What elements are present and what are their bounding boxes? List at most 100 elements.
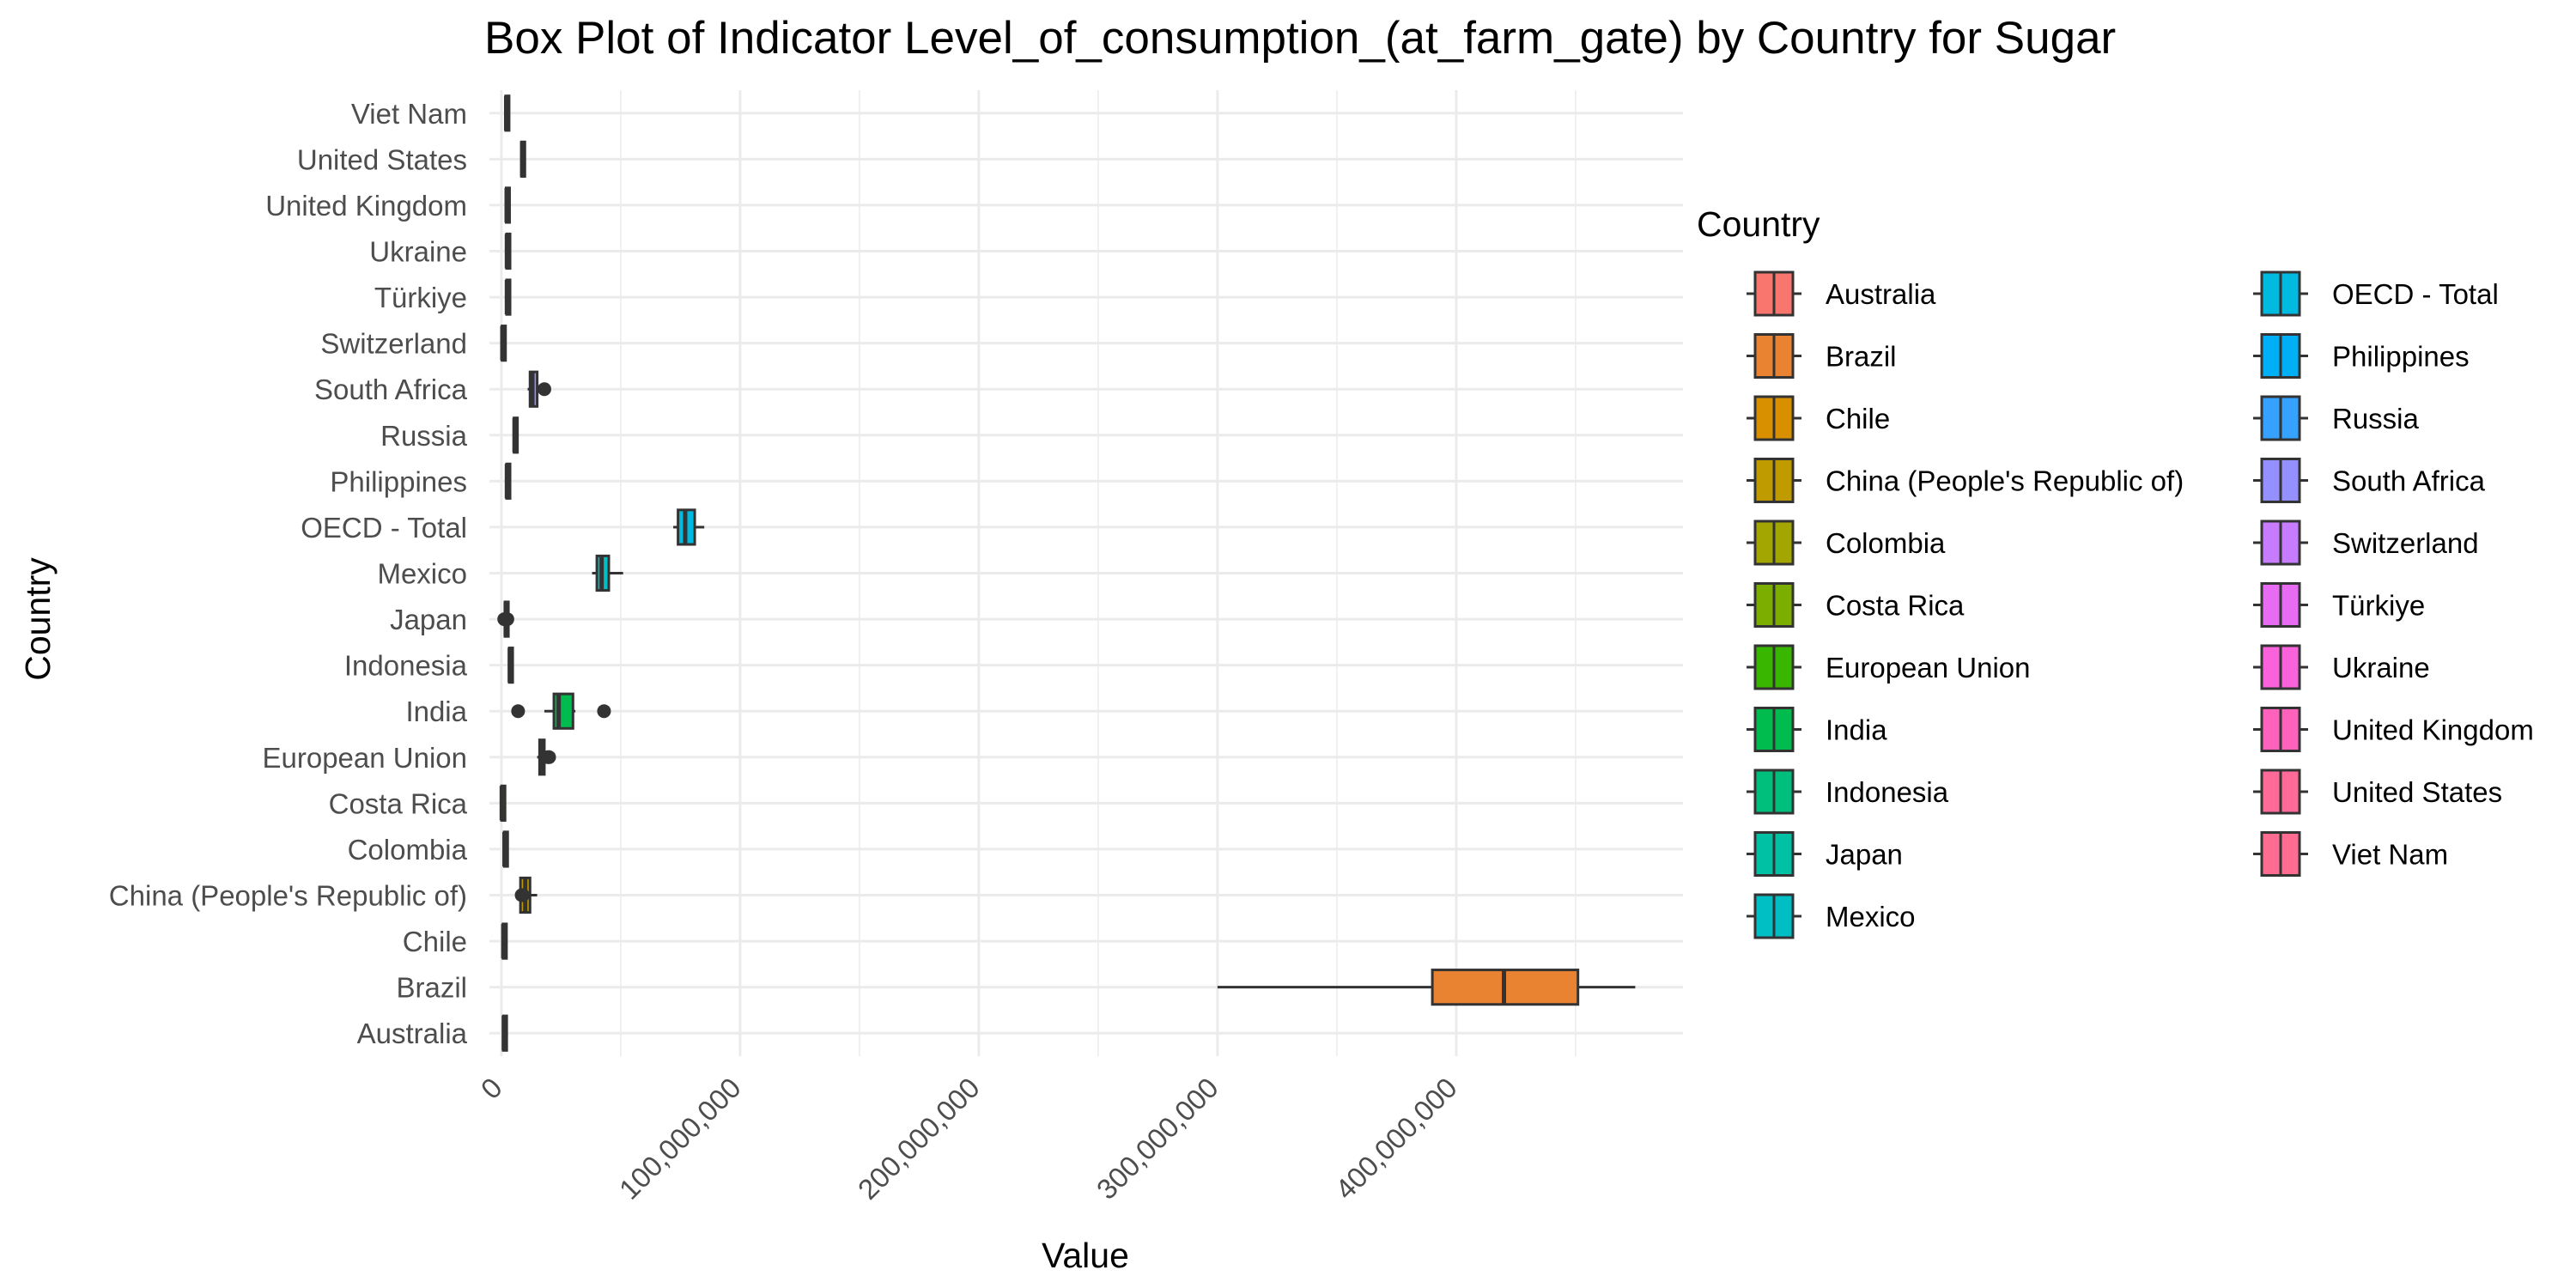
legend-label: Colombia xyxy=(1826,527,1946,559)
legend-item: China (People's Republic of) xyxy=(1747,458,2184,503)
legend-label: Indonesia xyxy=(1826,776,1949,808)
outlier-point xyxy=(542,750,556,764)
legend-title: Country xyxy=(1697,204,1820,244)
box-mexico xyxy=(592,554,623,592)
legend-label: European Union xyxy=(1826,652,2031,683)
outlier-point xyxy=(500,612,514,627)
legend-item: Chile xyxy=(1747,395,1890,441)
y-tick-label: South Africa xyxy=(314,374,468,405)
legend-label: India xyxy=(1826,714,1887,746)
legend-item: Ukraine xyxy=(2253,644,2430,690)
y-tick-label: Viet Nam xyxy=(351,98,467,130)
legend: Australia Brazil Chile China (People's Repu… xyxy=(1747,270,2534,939)
box-european-union xyxy=(537,738,556,776)
box-oecd-total xyxy=(673,508,705,546)
y-axis-tick-labels: Australia Brazil Chile China (People's Repu… xyxy=(109,98,468,1049)
box-colombia xyxy=(502,830,509,868)
legend-label: Switzerland xyxy=(2332,527,2479,559)
y-tick-label: India xyxy=(405,696,467,727)
box-south-africa xyxy=(527,370,551,408)
outlier-point xyxy=(537,382,551,397)
x-tick-label: 300,000,000 xyxy=(1091,1072,1224,1206)
legend-label: Chile xyxy=(1826,403,1890,434)
legend-label: OECD - Total xyxy=(2332,278,2499,310)
legend-label: Viet Nam xyxy=(2332,839,2448,871)
y-tick-label: Philippines xyxy=(330,465,467,497)
box-united-states xyxy=(519,140,526,178)
y-tick-label: Ukraine xyxy=(369,236,467,268)
y-tick-label: Costa Rica xyxy=(329,787,468,819)
legend-item: South Africa xyxy=(2253,458,2486,503)
box-costa-rica xyxy=(499,784,507,822)
legend-label: Türkiye xyxy=(2332,590,2425,622)
box-japan xyxy=(497,600,514,638)
box-united-kingdom xyxy=(504,186,511,224)
legend-label: South Africa xyxy=(2332,465,2486,497)
legend-item: United Kingdom xyxy=(2253,707,2534,752)
legend-label: China (People's Republic of) xyxy=(1826,465,2184,497)
y-tick-label: Switzerland xyxy=(320,328,467,360)
x-axis-tick-labels: 0 100,000,000 200,000,000 300,000,000 400,00… xyxy=(475,1072,1463,1206)
outlier-point xyxy=(597,704,611,719)
legend-item: European Union xyxy=(1747,644,2031,690)
legend-label: Philippines xyxy=(2332,341,2470,373)
legend-item: Philippines xyxy=(2253,333,2470,379)
legend-label: United States xyxy=(2332,776,2502,808)
y-tick-label: Türkiye xyxy=(374,282,467,313)
y-tick-label: Indonesia xyxy=(344,650,468,682)
x-tick-label: 400,000,000 xyxy=(1329,1072,1463,1206)
box-switzerland xyxy=(500,325,507,362)
x-tick-label: 200,000,000 xyxy=(852,1072,986,1206)
legend-label: Australia xyxy=(1826,278,1936,310)
legend-item: Costa Rica xyxy=(1747,582,1965,628)
box-t-rkiye xyxy=(504,278,512,316)
y-tick-label: Japan xyxy=(390,604,467,635)
legend-item: Australia xyxy=(1747,270,1936,317)
box-chile xyxy=(501,922,508,960)
box-australia xyxy=(501,1014,508,1052)
legend-label: Russia xyxy=(2332,403,2420,434)
y-tick-label: Australia xyxy=(357,1018,468,1049)
legend-label: Brazil xyxy=(1826,341,1897,373)
y-tick-label: China (People's Republic of) xyxy=(109,880,467,912)
y-tick-label: United Kingdom xyxy=(265,190,467,222)
legend-label: Ukraine xyxy=(2332,652,2430,683)
box-brazil xyxy=(1217,969,1636,1006)
y-tick-label: European Union xyxy=(262,742,467,774)
legend-item: United States xyxy=(2253,769,2502,815)
box-indonesia xyxy=(507,647,514,684)
x-axis-title: Value xyxy=(1042,1236,1129,1275)
box-philippines xyxy=(504,462,512,500)
y-axis-title: Country xyxy=(18,557,58,681)
legend-item: Indonesia xyxy=(1747,769,1949,815)
boxes xyxy=(497,94,1636,1052)
x-tick-label: 100,000,000 xyxy=(613,1072,747,1206)
legend-item: Viet Nam xyxy=(2253,831,2448,877)
y-tick-label: OECD - Total xyxy=(301,512,467,544)
legend-item: Switzerland xyxy=(2253,519,2479,566)
y-tick-label: United States xyxy=(297,143,467,175)
legend-label: Japan xyxy=(1826,839,1903,871)
y-tick-label: Russia xyxy=(380,420,468,452)
y-tick-label: Mexico xyxy=(377,558,467,590)
legend-label: Mexico xyxy=(1826,901,1916,933)
outlier-point xyxy=(511,704,526,719)
legend-label: United Kingdom xyxy=(2332,714,2534,746)
outlier-point xyxy=(515,888,530,902)
grid xyxy=(489,90,1683,1056)
box-india xyxy=(511,692,611,730)
chart-title: Box Plot of Indicator Level_of_consumpti… xyxy=(484,13,2116,64)
legend-item: OECD - Total xyxy=(2253,270,2499,317)
y-tick-label: Chile xyxy=(403,926,467,957)
box-ukraine xyxy=(504,232,512,270)
legend-label: Costa Rica xyxy=(1826,590,1965,622)
y-tick-label: Colombia xyxy=(348,834,468,866)
box-russia xyxy=(512,416,519,454)
legend-item: Colombia xyxy=(1747,519,1946,566)
legend-item: Russia xyxy=(2253,395,2420,441)
y-tick-label: Brazil xyxy=(396,972,467,1004)
legend-item: Türkiye xyxy=(2253,582,2425,628)
legend-item: India xyxy=(1747,707,1887,752)
legend-item: Mexico xyxy=(1747,893,1916,939)
